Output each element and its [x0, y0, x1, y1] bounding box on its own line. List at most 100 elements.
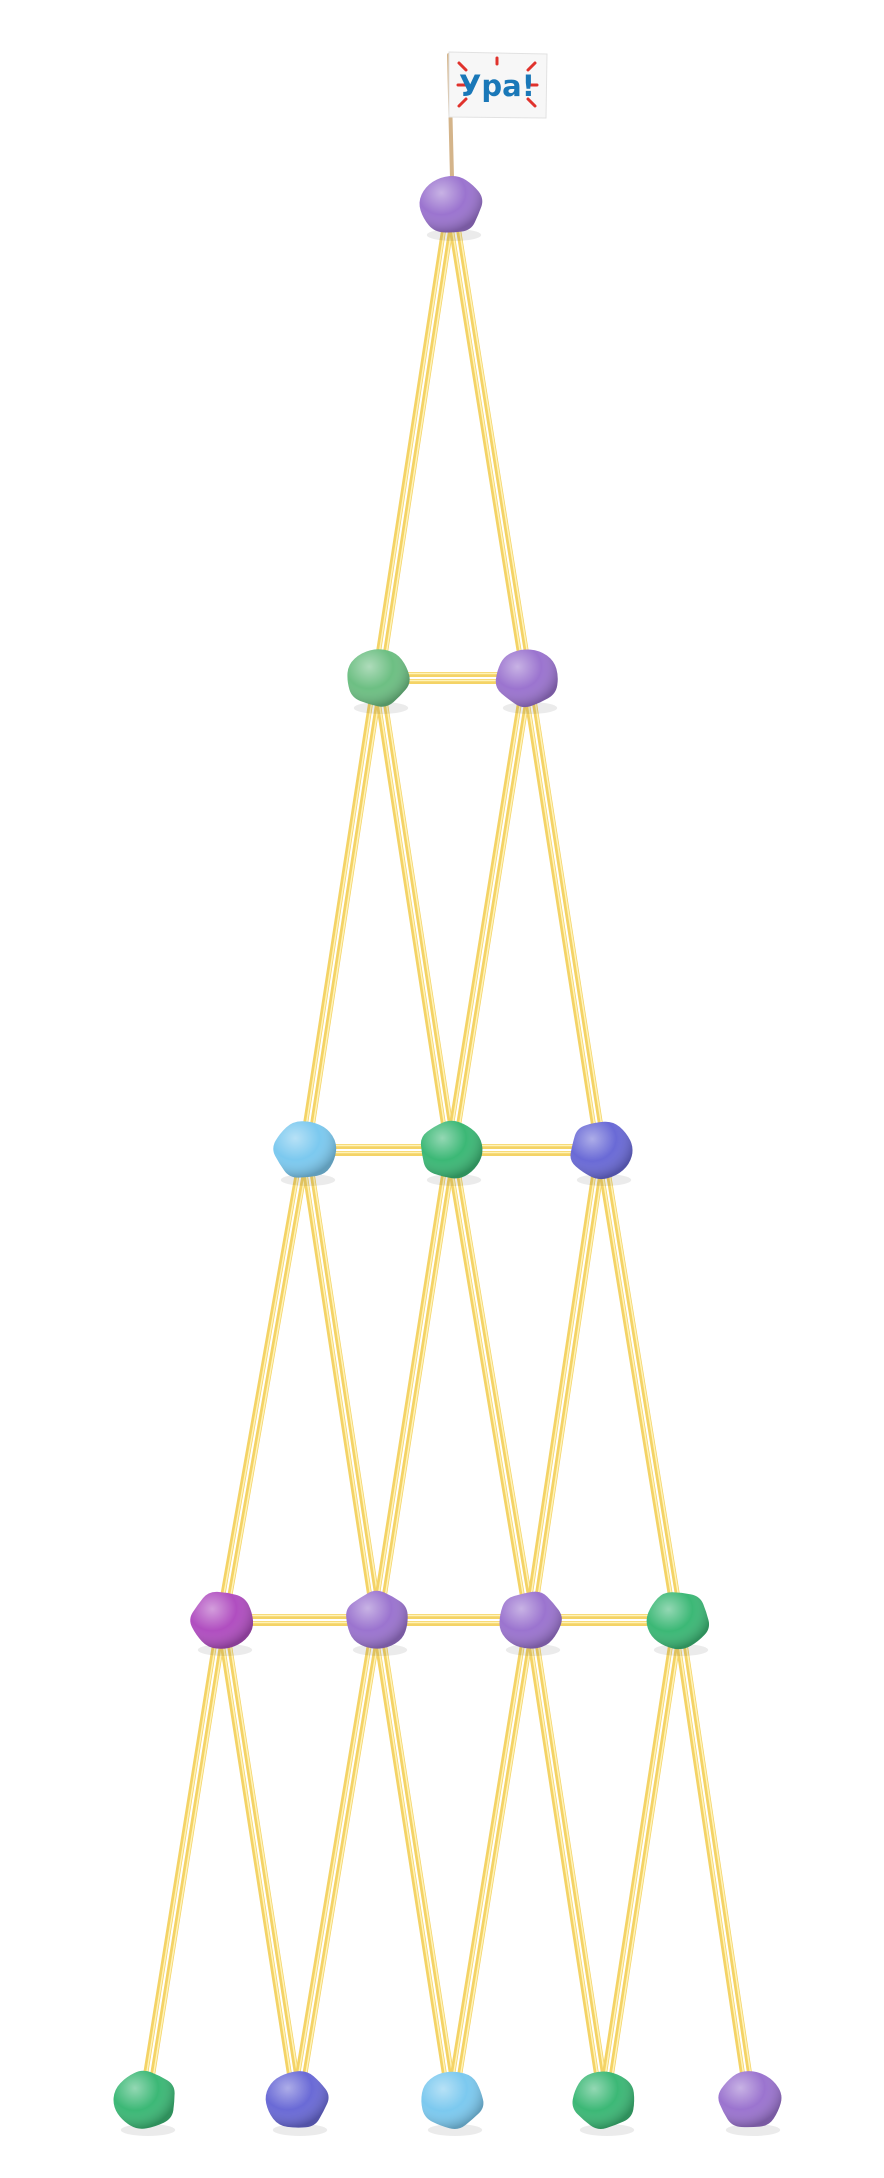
matchstick [524, 1616, 610, 2104]
clay-ball-shadow [502, 702, 558, 714]
matchstick-highlight [454, 1148, 536, 1621]
matchstick-rod [451, 676, 533, 1154]
matchstick-rod [445, 203, 527, 682]
matchstick-rod [452, 1618, 536, 2104]
matchstick-rod [524, 1618, 604, 2104]
matchstick-highlight [448, 1618, 529, 2101]
clay-ball-shading [419, 175, 483, 233]
matchstick [216, 1146, 311, 1624]
matchstick [371, 1616, 458, 2104]
matchstick-rod [222, 1616, 303, 2102]
matchstick-rod [595, 1148, 678, 1624]
matchstick-rod [524, 1146, 601, 1622]
matchstick-rod [377, 1616, 458, 2102]
matchstick [524, 1146, 607, 1624]
flag: Ура! [447, 51, 548, 180]
matchstick-highlight [373, 1619, 451, 2102]
matchstick-rod [299, 1148, 377, 1624]
clay-ball-shadow [725, 2124, 781, 2136]
matchstick-highlight [607, 1619, 684, 2102]
clay-ball-green [646, 1592, 710, 1656]
matchstick-rod [601, 1146, 684, 1622]
matchstick [598, 1616, 684, 2104]
matchstick-rod [216, 1618, 297, 2104]
matchstick-highlight [301, 676, 377, 1151]
matchstick-highlight [301, 1149, 376, 1622]
matchstick [445, 674, 533, 1154]
matchstick-highlight [293, 1618, 376, 2101]
clay-ball-shadow [426, 1174, 482, 1186]
matchstick-highlight [454, 203, 533, 679]
clay-ball-shading [347, 649, 410, 707]
matchstick-highlight [308, 1148, 383, 1621]
matchstick-highlight [218, 1148, 304, 1621]
matchstick-rod [299, 674, 378, 1152]
flag-ray [457, 97, 468, 108]
matchstick [291, 1616, 383, 2104]
matchstick-highlight [533, 1618, 610, 2101]
matchstick-rod [521, 676, 601, 1154]
matchstick-rod [445, 674, 527, 1152]
matchstick-highlight [380, 1149, 457, 1622]
clay-ball-shading [499, 1591, 562, 1649]
clay-ball-shadow [353, 702, 409, 714]
matchstick-highlight [381, 204, 457, 680]
matchstick-highlight [225, 1150, 311, 1622]
matchstick-highlight [530, 676, 607, 1151]
clay-ball-shadow [272, 2124, 328, 2136]
matchstick [372, 674, 457, 1154]
clay-ball-shading [346, 1590, 408, 1649]
matchstick-rod [371, 1618, 452, 2104]
matchstick-highlight [381, 676, 457, 1151]
matchstick-rod [222, 1148, 311, 1624]
clay-ball-shading [273, 1121, 337, 1178]
matchstick-rod [451, 1146, 536, 1622]
flag-ray [526, 61, 537, 72]
matchstick [595, 1146, 684, 1624]
matchstick-highlight [225, 1618, 303, 2101]
matchstick-rod [305, 676, 384, 1154]
clay-ball-purple [346, 1590, 408, 1656]
matchstick-rod [445, 1148, 530, 1624]
clay-balls [113, 175, 782, 2136]
clay-ball-shading [113, 2070, 175, 2129]
matchstick-highlight [597, 1149, 677, 1622]
matchstick-highlight [374, 677, 450, 1152]
clay-ball-purple [495, 649, 558, 714]
matchstick [521, 674, 607, 1154]
matchstick-rod [297, 1618, 383, 2104]
matchstick-highlight [526, 1619, 603, 2102]
flag-cloth [448, 51, 548, 119]
matchstick-highlight [674, 1619, 749, 2102]
matchstick-rod [216, 1146, 305, 1622]
clay-ball-shadow [505, 1644, 561, 1656]
clay-ball-shading [421, 2071, 484, 2130]
matchstick [445, 201, 533, 682]
matchstick-rod [372, 676, 451, 1154]
clay-ball-shading [420, 1120, 483, 1179]
clay-ball-shadow [576, 1174, 632, 1186]
matchstick-highlight [447, 204, 526, 680]
matchstick-rod [598, 1616, 678, 2102]
matchstick [446, 1616, 536, 2104]
clay-ball-shading [495, 649, 558, 708]
matchstick-highlight [447, 1149, 529, 1622]
matchstick-highlight [141, 1618, 221, 2101]
matchstick-rod [446, 1616, 530, 2102]
matchstick [216, 1616, 303, 2104]
matchstick-highlight [374, 203, 450, 679]
matchstick [299, 1146, 383, 1624]
matchstick-rod [451, 201, 533, 680]
clay-ball-shading [718, 2071, 782, 2128]
flag-ray [526, 97, 537, 108]
matchstick-rod [145, 1618, 228, 2104]
matchstick-highlight [600, 1618, 677, 2101]
matchstick-highlight [604, 1148, 684, 1621]
matchstick-highlight [523, 677, 600, 1152]
clay-ball-green [420, 1120, 483, 1186]
matchstick-rod [377, 1148, 457, 1624]
matchstick [445, 1146, 536, 1624]
clay-ball-sky [421, 2071, 484, 2136]
clay-ball-purple [419, 175, 483, 241]
